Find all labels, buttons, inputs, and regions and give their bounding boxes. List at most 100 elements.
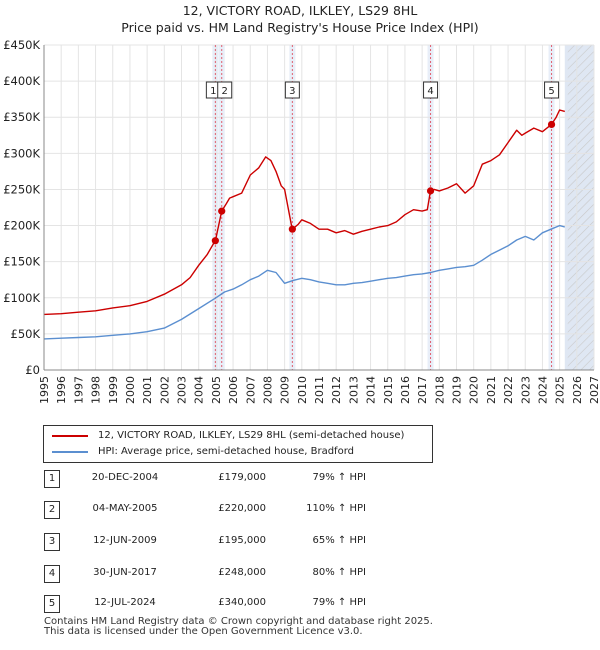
y-tick-label: £250K (3, 182, 40, 196)
sale-number-marker: 1 (205, 81, 221, 99)
y-tick-label: £150K (3, 255, 40, 269)
x-tick-label: 2014 (365, 376, 378, 404)
sale-number-label: 3 (289, 86, 295, 97)
chart-title: 12, VICTORY ROAD, ILKLEY, LS29 8HL (182, 3, 418, 18)
x-tick-label: 2025 (554, 376, 567, 404)
x-tick-label: 2004 (193, 376, 206, 404)
y-tick-label: £350K (3, 110, 40, 124)
sale-number-box (217, 81, 233, 99)
x-tick-label: 1999 (107, 376, 120, 404)
sale-row: 2 04-MAY-2005 £220,000 110% ↑ HPI (44, 501, 424, 519)
sale-number: 2 (44, 501, 60, 519)
x-tick-label: 2001 (141, 376, 154, 404)
x-tick-label: 2013 (347, 376, 360, 404)
sale-price: £179,000 (218, 472, 266, 483)
sale-price: £340,000 (218, 597, 266, 608)
x-tick-label: 2009 (279, 376, 292, 404)
sale-row: 4 30-JUN-2017 £248,000 80% ↑ HPI (44, 565, 424, 583)
sale-point (218, 207, 226, 215)
x-tick-label: 2003 (176, 376, 189, 404)
sale-row: 5 12-JUL-2024 £340,000 79% ↑ HPI (44, 595, 424, 613)
y-tick-label: £100K (3, 291, 40, 305)
sale-point (211, 237, 219, 245)
x-tick-label: 2002 (158, 376, 171, 404)
y-tick-label: £0 (25, 363, 40, 377)
x-tick-label: 2020 (468, 376, 481, 404)
projection-hatch (567, 45, 594, 370)
sale-hpi-change: 80% ↑ HPI (312, 567, 366, 578)
y-tick-label: £200K (3, 219, 40, 233)
x-tick-label: 2008 (261, 376, 274, 404)
y-tick-label: £50K (11, 327, 41, 341)
sale-band (548, 45, 555, 370)
y-tick-label: £400K (3, 74, 40, 88)
sale-date: 12-JUL-2024 (94, 597, 156, 608)
sale-number-box (284, 81, 300, 99)
x-tick-label: 2007 (244, 376, 257, 404)
sale-date: 20-DEC-2004 (91, 472, 159, 483)
x-tick-label: 2024 (536, 376, 549, 404)
sale-number-marker: 4 (423, 81, 439, 99)
sale-number-label: 4 (427, 86, 433, 97)
x-tick-label: 2023 (519, 376, 532, 404)
x-tick-label: 2012 (330, 376, 343, 404)
sale-point (288, 225, 296, 233)
sale-band (212, 45, 219, 370)
y-tick-label: £450K (3, 38, 40, 52)
legend-swatch-property (52, 435, 88, 437)
sale-number: 4 (44, 565, 60, 583)
x-tick-label: 2010 (296, 376, 309, 404)
footer-attribution: Contains HM Land Registry data © Crown c… (44, 617, 433, 637)
sale-hpi-change: 110% ↑ HPI (306, 503, 366, 514)
sale-number-label: 1 (210, 86, 216, 97)
sale-hpi-change: 79% ↑ HPI (312, 472, 366, 483)
x-tick-label: 2006 (227, 376, 240, 404)
chart-legend: 12, VICTORY ROAD, ILKLEY, LS29 8HL (semi… (43, 425, 433, 463)
sale-date: 12-JUN-2009 (93, 535, 157, 546)
x-tick-label: 2018 (433, 376, 446, 404)
x-tick-label: 2021 (485, 376, 498, 404)
sale-number-label: 2 (222, 86, 228, 97)
footer-line: Contains HM Land Registry data © Crown c… (44, 616, 433, 627)
sale-band (289, 45, 296, 370)
x-tick-label: 2026 (571, 376, 584, 404)
sale-number-box (423, 81, 439, 99)
x-tick-label: 2016 (399, 376, 412, 404)
sale-price: £195,000 (218, 535, 266, 546)
sale-date: 04-MAY-2005 (92, 503, 158, 514)
x-tick-label: 2011 (313, 376, 326, 404)
x-tick-label: 2017 (416, 376, 429, 404)
sale-number-marker: 5 (544, 81, 560, 99)
sale-number-marker: 2 (217, 81, 233, 99)
sale-band (427, 45, 434, 370)
y-tick-label: £300K (3, 146, 40, 160)
sale-row: 3 12-JUN-2009 £195,000 65% ↑ HPI (44, 533, 424, 551)
sale-row: 1 20-DEC-2004 £179,000 79% ↑ HPI (44, 470, 424, 488)
sale-point (426, 187, 435, 195)
x-tick-label: 1998 (90, 376, 103, 404)
property-price-line (43, 109, 565, 316)
sale-number-label: 5 (548, 86, 554, 97)
sale-price: £220,000 (218, 503, 266, 514)
footer-line: This data is licensed under the Open Gov… (44, 626, 363, 637)
sale-band (218, 45, 225, 370)
sale-number-marker: 3 (284, 81, 300, 99)
sale-number: 1 (44, 470, 60, 488)
legend-swatch-hpi (52, 451, 88, 453)
x-tick-label: 1996 (55, 376, 68, 404)
x-tick-label: 1995 (38, 376, 51, 404)
x-tick-label: 2022 (502, 376, 515, 404)
x-tick-label: 2027 (588, 376, 600, 404)
sale-date: 30-JUN-2017 (93, 567, 157, 578)
hpi-line (43, 224, 565, 340)
sale-hpi-change: 65% ↑ HPI (312, 535, 366, 546)
x-tick-label: 2005 (210, 376, 223, 404)
legend-label-property: 12, VICTORY ROAD, ILKLEY, LS29 8HL (semi… (98, 430, 405, 441)
chart-subtitle: Price paid vs. HM Land Registry's House … (121, 20, 479, 35)
legend-label-hpi: HPI: Average price, semi-detached house,… (98, 446, 354, 457)
sale-number: 5 (44, 595, 60, 613)
x-tick-label: 2019 (451, 376, 464, 404)
sale-hpi-change: 79% ↑ HPI (312, 597, 366, 608)
sale-price: £248,000 (218, 567, 266, 578)
